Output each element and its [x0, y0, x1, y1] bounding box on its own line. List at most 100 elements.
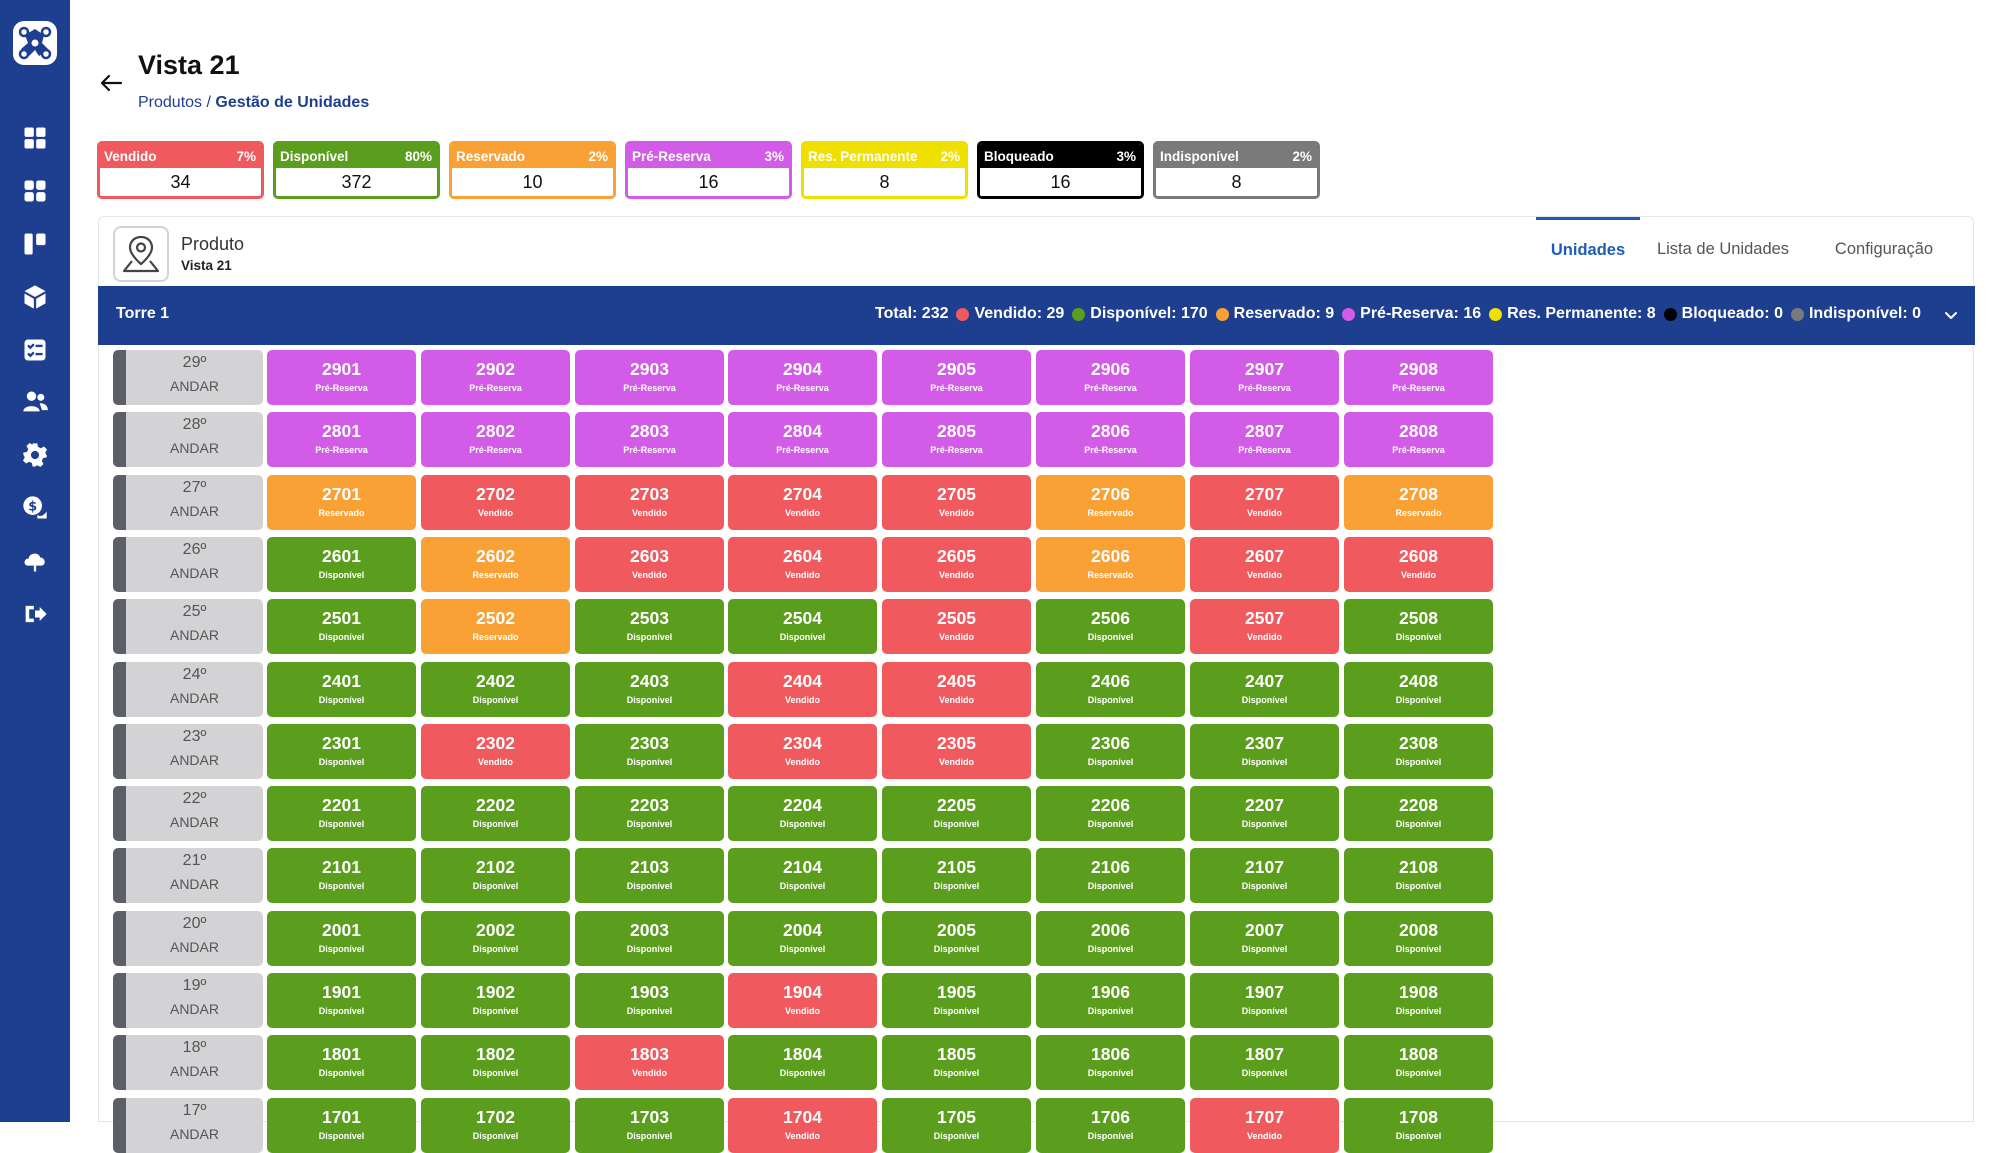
- unit-cell[interactable]: 2406 Disponível: [1036, 662, 1185, 717]
- unit-cell[interactable]: 2001 Disponível: [267, 911, 416, 966]
- checklist-icon[interactable]: [21, 336, 49, 364]
- unit-cell[interactable]: 1707 Vendido: [1190, 1098, 1339, 1153]
- unit-cell[interactable]: 2606 Reservado: [1036, 537, 1185, 592]
- unit-cell[interactable]: 1802 Disponível: [421, 1035, 570, 1090]
- unit-cell[interactable]: 2803 Pré-Reserva: [575, 412, 724, 467]
- tower-header[interactable]: Torre 1 Total: 232 Vendido: 29 Disponível…: [98, 286, 1975, 345]
- unit-cell[interactable]: 2203 Disponível: [575, 786, 724, 841]
- unit-cell[interactable]: 2105 Disponível: [882, 848, 1031, 903]
- unit-cell[interactable]: 2008 Disponível: [1344, 911, 1493, 966]
- unit-cell[interactable]: 1703 Disponível: [575, 1098, 724, 1153]
- chevron-down-icon[interactable]: [1943, 307, 1959, 323]
- unit-cell[interactable]: 2102 Disponível: [421, 848, 570, 903]
- unit-cell[interactable]: 2401 Disponível: [267, 662, 416, 717]
- unit-cell[interactable]: 2603 Vendido: [575, 537, 724, 592]
- unit-cell[interactable]: 2206 Disponível: [1036, 786, 1185, 841]
- unit-cell[interactable]: 2207 Disponível: [1190, 786, 1339, 841]
- unit-cell[interactable]: 2704 Vendido: [728, 475, 877, 530]
- unit-cell[interactable]: 2506 Disponível: [1036, 599, 1185, 654]
- unit-cell[interactable]: 2902 Pré-Reserva: [421, 350, 570, 405]
- unit-cell[interactable]: 2906 Pré-Reserva: [1036, 350, 1185, 405]
- users-icon[interactable]: [21, 388, 49, 416]
- unit-cell[interactable]: 1705 Disponível: [882, 1098, 1031, 1153]
- unit-cell[interactable]: 2407 Disponível: [1190, 662, 1339, 717]
- logout-icon[interactable]: [21, 600, 49, 628]
- unit-cell[interactable]: 2901 Pré-Reserva: [267, 350, 416, 405]
- money-icon[interactable]: $: [21, 494, 49, 522]
- unit-cell[interactable]: 1806 Disponível: [1036, 1035, 1185, 1090]
- unit-cell[interactable]: 1907 Disponível: [1190, 973, 1339, 1028]
- unit-cell[interactable]: 2501 Disponível: [267, 599, 416, 654]
- unit-cell[interactable]: 2301 Disponível: [267, 724, 416, 779]
- unit-cell[interactable]: 2806 Pré-Reserva: [1036, 412, 1185, 467]
- unit-cell[interactable]: 2106 Disponível: [1036, 848, 1185, 903]
- unit-cell[interactable]: 1803 Vendido: [575, 1035, 724, 1090]
- unit-cell[interactable]: 2807 Pré-Reserva: [1190, 412, 1339, 467]
- unit-cell[interactable]: 2702 Vendido: [421, 475, 570, 530]
- app-logo-icon[interactable]: [12, 20, 58, 66]
- unit-cell[interactable]: 2705 Vendido: [882, 475, 1031, 530]
- unit-cell[interactable]: 2907 Pré-Reserva: [1190, 350, 1339, 405]
- unit-cell[interactable]: 2703 Vendido: [575, 475, 724, 530]
- status-card[interactable]: Pré-Reserva 3% 16: [625, 141, 792, 199]
- unit-cell[interactable]: 1902 Disponível: [421, 973, 570, 1028]
- unit-cell[interactable]: 1903 Disponível: [575, 973, 724, 1028]
- unit-cell[interactable]: 2706 Reservado: [1036, 475, 1185, 530]
- unit-cell[interactable]: 2802 Pré-Reserva: [421, 412, 570, 467]
- unit-cell[interactable]: 2904 Pré-Reserva: [728, 350, 877, 405]
- unit-cell[interactable]: 2507 Vendido: [1190, 599, 1339, 654]
- unit-cell[interactable]: 2805 Pré-Reserva: [882, 412, 1031, 467]
- unit-cell[interactable]: 2002 Disponível: [421, 911, 570, 966]
- breadcrumb-link-produtos[interactable]: Produtos: [138, 94, 203, 111]
- tab-configuracao[interactable]: Configuração: [1834, 240, 1934, 258]
- unit-cell[interactable]: 2908 Pré-Reserva: [1344, 350, 1493, 405]
- unit-cell[interactable]: 2502 Reservado: [421, 599, 570, 654]
- unit-cell[interactable]: 2004 Disponível: [728, 911, 877, 966]
- unit-cell[interactable]: 2804 Pré-Reserva: [728, 412, 877, 467]
- unit-cell[interactable]: 2505 Vendido: [882, 599, 1031, 654]
- unit-cell[interactable]: 2205 Disponível: [882, 786, 1031, 841]
- unit-cell[interactable]: 1704 Vendido: [728, 1098, 877, 1153]
- unit-cell[interactable]: 1805 Disponível: [882, 1035, 1031, 1090]
- status-card[interactable]: Bloqueado 3% 16: [977, 141, 1144, 199]
- kanban-icon[interactable]: [21, 230, 49, 258]
- unit-cell[interactable]: 2402 Disponível: [421, 662, 570, 717]
- unit-cell[interactable]: 1708 Disponível: [1344, 1098, 1493, 1153]
- status-card[interactable]: Vendido 7% 34: [97, 141, 264, 199]
- unit-cell[interactable]: 1901 Disponível: [267, 973, 416, 1028]
- unit-cell[interactable]: 2707 Vendido: [1190, 475, 1339, 530]
- unit-cell[interactable]: 2005 Disponível: [882, 911, 1031, 966]
- unit-cell[interactable]: 2304 Vendido: [728, 724, 877, 779]
- unit-cell[interactable]: 1702 Disponível: [421, 1098, 570, 1153]
- status-card[interactable]: Disponível 80% 372: [273, 141, 440, 199]
- unit-cell[interactable]: 2007 Disponível: [1190, 911, 1339, 966]
- unit-cell[interactable]: 2608 Vendido: [1344, 537, 1493, 592]
- unit-cell[interactable]: 2905 Pré-Reserva: [882, 350, 1031, 405]
- back-arrow-icon[interactable]: [98, 70, 124, 96]
- unit-cell[interactable]: 2405 Vendido: [882, 662, 1031, 717]
- status-card[interactable]: Res. Permanente 2% 8: [801, 141, 968, 199]
- box-icon[interactable]: [21, 283, 49, 311]
- unit-cell[interactable]: 2307 Disponível: [1190, 724, 1339, 779]
- unit-cell[interactable]: 2101 Disponível: [267, 848, 416, 903]
- unit-cell[interactable]: 1706 Disponível: [1036, 1098, 1185, 1153]
- unit-cell[interactable]: 2602 Reservado: [421, 537, 570, 592]
- tab-unidades[interactable]: Unidades: [1536, 217, 1640, 287]
- dashboard-icon[interactable]: [21, 124, 49, 152]
- unit-cell[interactable]: 1701 Disponível: [267, 1098, 416, 1153]
- unit-cell[interactable]: 1905 Disponível: [882, 973, 1031, 1028]
- unit-cell[interactable]: 1807 Disponível: [1190, 1035, 1339, 1090]
- cloud-icon[interactable]: [21, 547, 49, 575]
- unit-cell[interactable]: 2903 Pré-Reserva: [575, 350, 724, 405]
- unit-cell[interactable]: 2201 Disponível: [267, 786, 416, 841]
- gear-icon[interactable]: [21, 441, 49, 469]
- unit-cell[interactable]: 2208 Disponível: [1344, 786, 1493, 841]
- unit-cell[interactable]: 2601 Disponível: [267, 537, 416, 592]
- unit-cell[interactable]: 1801 Disponível: [267, 1035, 416, 1090]
- unit-cell[interactable]: 2103 Disponível: [575, 848, 724, 903]
- unit-cell[interactable]: 2708 Reservado: [1344, 475, 1493, 530]
- unit-cell[interactable]: 2607 Vendido: [1190, 537, 1339, 592]
- unit-cell[interactable]: 2504 Disponível: [728, 599, 877, 654]
- unit-cell[interactable]: 2508 Disponível: [1344, 599, 1493, 654]
- unit-cell[interactable]: 2302 Vendido: [421, 724, 570, 779]
